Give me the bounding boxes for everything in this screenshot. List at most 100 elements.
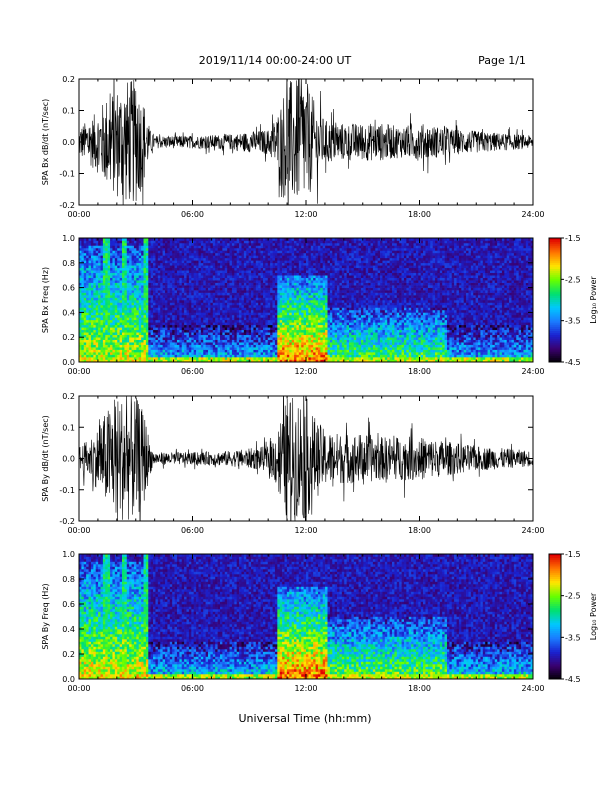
heatmap-cell — [224, 332, 228, 336]
heatmap-cell — [174, 272, 178, 276]
heatmap-cell — [148, 317, 151, 321]
heatmap-cell — [176, 317, 180, 321]
heatmap-cell — [102, 292, 106, 296]
heatmap-cell — [155, 250, 159, 254]
heatmap-cell — [303, 347, 307, 350]
heatmap-cell — [81, 245, 85, 249]
heatmap-cell — [167, 354, 171, 358]
heatmap-cell — [157, 270, 161, 274]
heatmap-cell — [88, 267, 92, 271]
heatmap-cell — [310, 270, 314, 274]
heatmap-cell — [310, 290, 314, 293]
heatmap-cell — [236, 309, 240, 313]
heatmap-cell — [179, 357, 183, 360]
heatmap-cell — [83, 337, 87, 340]
heatmap-cell — [105, 302, 108, 306]
heatmap-cell — [298, 282, 302, 286]
heatmap-cell — [176, 285, 180, 288]
heatmap-cell — [150, 322, 154, 326]
heatmap-cell — [239, 257, 242, 261]
heatmap-cell — [274, 255, 278, 259]
heatmap-cell — [310, 302, 314, 306]
heatmap-cell — [286, 357, 290, 360]
heatmap-cell — [267, 309, 271, 313]
heatmap-cell — [157, 252, 161, 256]
heatmap-cell — [286, 238, 290, 241]
heatmap-cell — [133, 339, 137, 343]
heatmap-cell — [279, 282, 283, 286]
heatmap-cell — [143, 255, 147, 259]
heatmap-cell — [210, 285, 214, 288]
heatmap-cell — [289, 292, 292, 296]
heatmap-cell — [294, 238, 297, 241]
heatmap-cell — [191, 257, 194, 261]
heatmap-cell — [165, 280, 168, 283]
heatmap-cell — [162, 255, 166, 259]
heatmap-cell — [169, 245, 173, 249]
heatmap-cell — [191, 282, 194, 286]
heatmap-cell — [255, 272, 259, 276]
heatmap-cell — [110, 245, 113, 249]
heatmap-cell — [150, 342, 154, 345]
heatmap-cell — [224, 324, 228, 328]
heatmap-cell — [265, 344, 269, 348]
heatmap-cell — [262, 342, 266, 345]
heatmap-cell — [289, 300, 292, 303]
heatmap-cell — [217, 238, 221, 241]
heatmap-cell — [222, 265, 226, 269]
heatmap-cell — [294, 265, 297, 269]
heatmap-cell — [198, 285, 202, 288]
heatmap-cell — [196, 332, 199, 336]
heatmap-cell — [172, 322, 175, 326]
heatmap-cell — [291, 307, 295, 311]
heatmap-cell — [102, 329, 106, 333]
heatmap-cell — [141, 324, 144, 328]
heatmap-cell — [188, 324, 192, 328]
heatmap-cell — [157, 277, 161, 281]
heatmap-cell — [200, 354, 204, 358]
heatmap-cell — [298, 322, 302, 326]
heatmap-cell — [306, 247, 309, 251]
heatmap-cell — [93, 312, 97, 316]
heatmap-cell — [212, 357, 216, 360]
heatmap-cell — [143, 359, 147, 363]
heatmap-cell — [296, 275, 300, 278]
heatmap-cell — [210, 342, 214, 345]
heatmap-cell — [236, 295, 240, 298]
heatmap-cell — [174, 312, 178, 316]
heatmap-cell — [119, 349, 123, 353]
heatmap-cell — [112, 324, 116, 328]
heatmap-cell — [246, 317, 249, 321]
heatmap-cell — [155, 317, 159, 321]
heatmap-cell — [191, 272, 194, 276]
heatmap-cell — [98, 290, 101, 293]
heatmap-cell — [255, 300, 259, 303]
heatmap-cell — [267, 344, 271, 348]
heatmap-cell — [306, 292, 309, 296]
heatmap-cell — [212, 324, 216, 328]
heatmap-cell — [200, 317, 204, 321]
heatmap-cell — [81, 327, 85, 331]
heatmap-cell — [83, 257, 87, 261]
heatmap-cell — [272, 337, 276, 340]
heatmap-cell — [114, 344, 118, 348]
heatmap-cell — [186, 275, 190, 278]
heatmap-cell — [286, 302, 290, 306]
heatmap-cell — [184, 277, 187, 281]
heatmap-cell — [251, 307, 254, 311]
heatmap-cell — [122, 329, 125, 333]
heatmap-cell — [286, 334, 290, 338]
heatmap-cell — [219, 297, 223, 301]
heatmap-cell — [208, 297, 211, 301]
heatmap-cell — [148, 352, 151, 355]
heatmap-cell — [102, 312, 106, 316]
heatmap-cell — [294, 304, 297, 308]
heatmap-cell — [246, 297, 249, 301]
heatmap-cell — [126, 270, 130, 274]
heatmap-cell — [193, 260, 197, 264]
heatmap-cell — [289, 260, 292, 264]
heatmap-cell — [98, 262, 101, 266]
heatmap-cell — [98, 314, 101, 318]
heatmap-cell — [143, 242, 147, 246]
heatmap-cell — [291, 282, 295, 286]
